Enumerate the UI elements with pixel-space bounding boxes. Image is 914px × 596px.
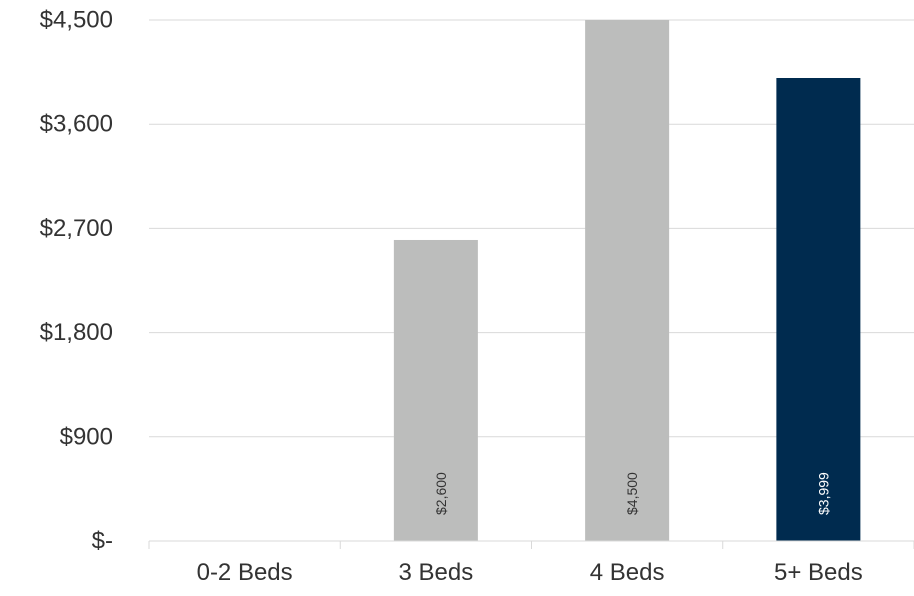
y-axis-tick-labels: $- $900 $1,800 $2,700 $3,600 $4,500: [40, 7, 113, 555]
bar-3-beds: [393, 239, 478, 541]
data-label: $2,600: [433, 472, 449, 515]
y-tick-label: $1,800: [40, 319, 113, 346]
data-labels: $2,600 $4,500 $3,999: [433, 472, 832, 515]
x-tick-label: 0-2 Beds: [197, 559, 293, 586]
y-tick-label: $3,600: [40, 111, 113, 138]
y-tick-label: $-: [92, 528, 113, 555]
data-label: $4,500: [624, 472, 640, 515]
x-tick-label: 5+ Beds: [774, 559, 863, 586]
x-tick-label: 3 Beds: [399, 559, 474, 586]
y-tick-label: $4,500: [40, 7, 113, 34]
y-tick-label: $2,700: [40, 215, 113, 242]
x-axis: [148, 540, 914, 549]
bars: [393, 20, 861, 541]
bar-4-beds: [585, 20, 670, 541]
x-axis-tick-labels: 0-2 Beds 3 Beds 4 Beds 5+ Beds: [197, 559, 863, 586]
bar-5-beds: [776, 78, 861, 541]
x-tick-label: 4 Beds: [590, 559, 665, 586]
y-tick-label: $900: [60, 423, 113, 450]
data-label: $3,999: [815, 472, 831, 515]
